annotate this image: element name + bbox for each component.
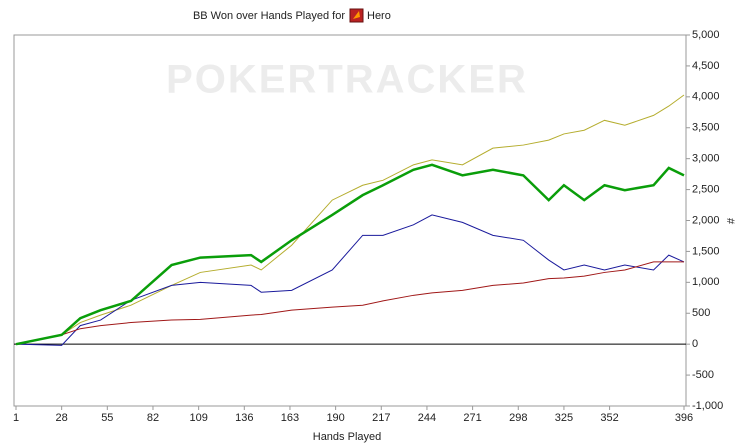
series-line	[15, 94, 685, 345]
x-axis-label: Hands Played	[313, 431, 382, 443]
y-axis-label: #	[724, 218, 736, 225]
x-tick-label: 244	[418, 412, 436, 424]
x-tick-label: 136	[235, 412, 253, 424]
y-tick-label: 1,500	[692, 245, 720, 257]
player-name: Hero	[367, 10, 391, 22]
y-tick-label: 4,500	[692, 60, 720, 72]
x-tick-label: 298	[509, 412, 527, 424]
y-tick-label: 2,500	[692, 183, 720, 195]
player-icon	[349, 8, 364, 23]
y-tick-label: -500	[692, 369, 714, 381]
y-tick-label: 2,000	[692, 214, 720, 226]
y-tick-label: 500	[692, 307, 710, 319]
x-tick-label: 1	[13, 412, 19, 424]
x-tick-label: 55	[101, 412, 113, 424]
x-tick-label: 82	[147, 412, 159, 424]
y-tick-label: 5,000	[692, 29, 720, 41]
series-line	[15, 261, 684, 345]
x-tick-label: 352	[600, 412, 618, 424]
series-line	[15, 163, 685, 346]
y-tick-label: -1,000	[692, 400, 723, 412]
chart-title: BB Won over Hands Played for	[193, 10, 345, 22]
y-tick-label: 3,500	[692, 122, 720, 134]
x-tick-label: 109	[189, 412, 207, 424]
x-tick-label: 325	[555, 412, 573, 424]
x-tick-label: 396	[675, 412, 693, 424]
x-tick-label: 163	[281, 412, 299, 424]
y-tick-label: 4,000	[692, 91, 720, 103]
x-tick-label: 28	[56, 412, 68, 424]
watermark: POKERTRACKER	[166, 58, 528, 102]
y-tick-label: 1,000	[692, 276, 720, 288]
x-tick-label: 271	[463, 412, 481, 424]
series-line	[15, 214, 685, 346]
y-tick-label: 0	[692, 338, 698, 350]
x-tick-label: 217	[372, 412, 390, 424]
x-tick-label: 190	[326, 412, 344, 424]
y-tick-label: 3,000	[692, 153, 720, 165]
